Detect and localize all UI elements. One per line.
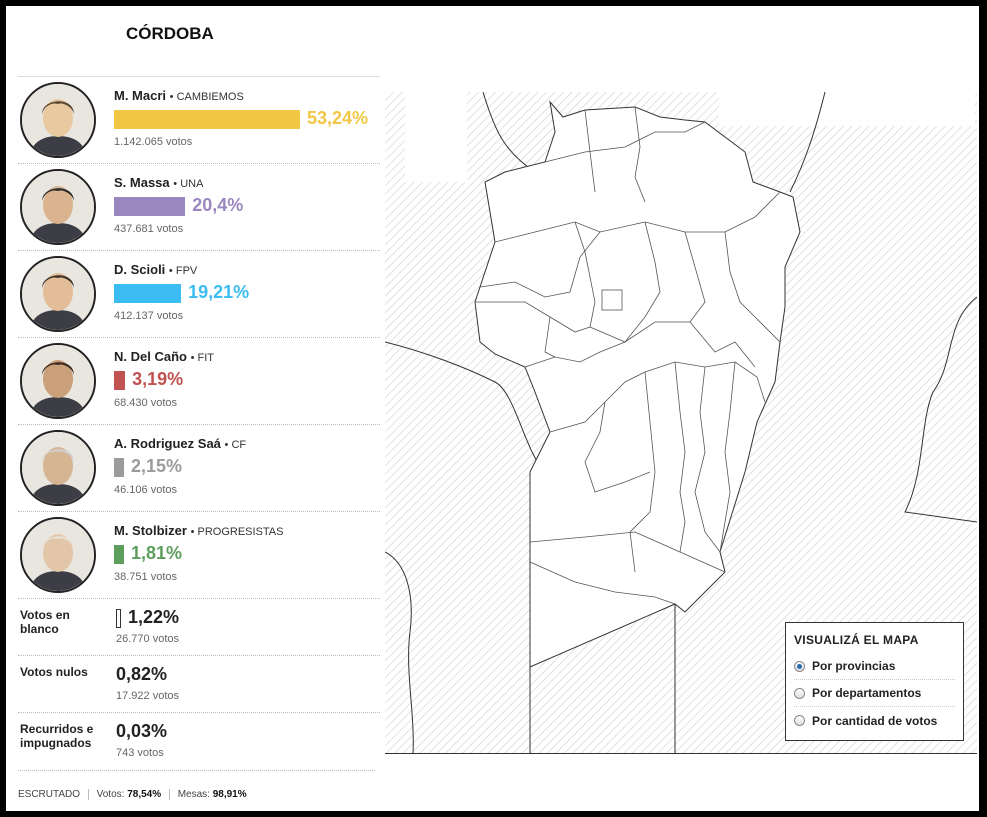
vote-share-percent: 2,15%	[131, 456, 183, 476]
candidate-row[interactable]: N. Del Caño • FIT 3,19% 68.430 votos	[18, 337, 380, 424]
option-by-department[interactable]: Por departamentos	[794, 680, 955, 707]
candidate-row[interactable]: A. Rodriguez Saá • CF 2,15% 46.106 votos	[18, 424, 380, 511]
candidate-list: M. Macri • CAMBIEMOS 53,24% 1.142.065 vo…	[18, 76, 380, 769]
candidate-photo	[20, 82, 96, 158]
vote-count: 412.137 votos	[114, 310, 184, 322]
vote-count: 38.751 votos	[114, 571, 177, 583]
department-borders	[475, 106, 781, 605]
candidate-photo	[20, 256, 96, 332]
radio-by-department[interactable]	[794, 687, 805, 699]
other-votes-row: Votos nulos 0,82% 17.922 votos	[18, 655, 380, 712]
radio-by-vote-count[interactable]	[794, 715, 805, 726]
vote-share-bar	[114, 197, 186, 216]
other-votes-count: 26.770 votos	[116, 633, 179, 645]
other-votes-label: Recurridos e impugnados	[20, 722, 94, 750]
candidate-row[interactable]: D. Scioli • FPV 19,21% 412.137 votos	[18, 250, 380, 337]
map-baseline	[385, 753, 977, 754]
vote-share-percent: 20,4%	[192, 195, 244, 215]
option-by-vote-count[interactable]: Por cantidad de votos	[794, 707, 955, 734]
other-votes-label: Votos nulos	[20, 665, 88, 679]
option-by-vote-count-label: Por cantidad de votos	[812, 713, 938, 728]
candidate-row[interactable]: M. Stolbizer • PROGRESISTAS 1,81% 38.751…	[18, 511, 380, 598]
candidate-party: UNA	[180, 178, 204, 190]
other-votes-percent: 0,03%	[116, 721, 168, 741]
option-by-province-label: Por provincias	[812, 659, 896, 673]
province-map[interactable]	[385, 92, 977, 754]
tables-scrutiny-value: 98,91%	[212, 789, 247, 801]
other-votes-percent: 1,22%	[128, 607, 180, 627]
candidate-party: CF	[231, 439, 247, 451]
blank-votes-bar	[116, 609, 121, 628]
other-votes-row: Votos en blanco 1,22% 26.770 votos	[18, 598, 380, 655]
other-votes-percent: 0,82%	[116, 664, 168, 684]
candidate-name: M. Stolbizer	[114, 523, 187, 538]
vote-count: 46.106 votos	[114, 484, 177, 496]
vote-share-percent: 1,81%	[131, 543, 183, 563]
candidate-party: PROGRESISTAS	[197, 526, 284, 538]
vote-count: 68.430 votos	[114, 397, 177, 409]
other-votes-count: 743 votos	[116, 747, 164, 759]
vote-count: 1.142.065 votos	[114, 136, 193, 148]
map-view-selector: VISUALIZÁ EL MAPA Por provincias Por dep…	[785, 622, 964, 741]
map-blank-area-left	[405, 92, 467, 182]
votes-scrutiny-value: 78,54%	[127, 789, 162, 801]
vote-share-percent: 3,19%	[132, 369, 184, 389]
candidate-party: FIT	[197, 352, 215, 364]
map-blank-area-right	[719, 92, 975, 126]
other-votes-label: Votos en blanco	[20, 608, 70, 636]
province-title: CÓRDOBA	[126, 24, 214, 43]
scrutiny-footer: ESCRUTADO Votos: 78,54% Mesas: 98,91%	[18, 770, 375, 800]
vote-share-percent: 53,24%	[307, 108, 369, 128]
candidate-photo	[20, 343, 96, 419]
vote-share-bar	[114, 284, 182, 303]
candidate-party: CAMBIEMOS	[176, 91, 244, 103]
vote-count: 437.681 votos	[114, 223, 184, 235]
scrutiny-label: ESCRUTADO	[18, 789, 81, 801]
candidate-name: A. Rodriguez Saá	[114, 436, 221, 451]
tables-scrutiny-label: Mesas:	[177, 789, 210, 801]
map-view-title: VISUALIZÁ EL MAPA	[794, 633, 919, 647]
candidate-photo	[20, 169, 96, 245]
candidate-name: D. Scioli	[114, 262, 166, 277]
other-votes-count: 17.922 votos	[116, 690, 179, 702]
vote-share-percent: 19,21%	[188, 282, 250, 302]
candidate-name: M. Macri	[114, 88, 167, 103]
candidate-photo	[20, 517, 96, 593]
vote-share-bar	[114, 545, 124, 564]
vote-share-bar	[114, 371, 126, 390]
other-votes-row: Recurridos e impugnados 0,03% 743 votos	[18, 712, 380, 769]
option-by-province[interactable]: Por provincias	[794, 653, 955, 680]
candidate-row[interactable]: S. Massa • UNA 20,4% 437.681 votos	[18, 163, 380, 250]
candidate-photo	[20, 430, 96, 506]
vote-share-bar	[114, 110, 300, 129]
candidate-name: N. Del Caño	[114, 349, 187, 364]
vote-share-bar	[114, 458, 124, 477]
candidate-party: FPV	[175, 265, 198, 277]
candidate-name: S. Massa	[114, 175, 170, 190]
candidate-row[interactable]: M. Macri • CAMBIEMOS 53,24% 1.142.065 vo…	[18, 76, 380, 163]
votes-scrutiny-label: Votos:	[96, 789, 125, 801]
option-by-department-label: Por departamentos	[812, 686, 922, 700]
radio-by-province[interactable]	[794, 660, 805, 672]
